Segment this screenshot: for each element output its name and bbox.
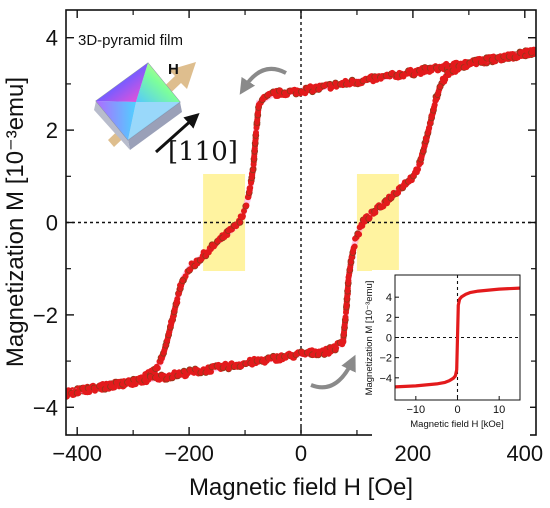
- data-point: [333, 345, 340, 352]
- data-point: [419, 147, 427, 155]
- sweep-arrow-bottom: [310, 354, 356, 390]
- data-point: [436, 83, 444, 90]
- data-point: [239, 213, 246, 220]
- inset-y-ticks: −4 −2 0 2 4: [379, 292, 399, 385]
- field-label: H: [168, 61, 179, 78]
- x-tick-label: 0: [295, 441, 307, 466]
- inset-x-tick-label: −10: [406, 404, 425, 416]
- inset-y-tick-label: 4: [386, 292, 392, 304]
- inset-x-tick-label: 0: [454, 404, 460, 416]
- data-point: [241, 208, 247, 214]
- data-point: [247, 184, 254, 191]
- data-point: [356, 231, 363, 238]
- data-point: [249, 166, 257, 174]
- sweep-arrow-top: [239, 67, 287, 95]
- data-point: [255, 101, 262, 108]
- data-point: [253, 129, 259, 136]
- y-axis-ticks: −4 −2 0 2 4: [33, 26, 536, 420]
- data-point: [426, 125, 433, 132]
- pyramid-icon: [94, 62, 182, 150]
- data-point: [345, 277, 352, 284]
- x-tick-label: −400: [52, 441, 102, 466]
- data-point: [168, 319, 175, 326]
- y-tick-label: 4: [46, 26, 58, 51]
- data-point: [208, 368, 214, 375]
- inset-plot: −10 0 10 −4 −2 0 2 4 Magnetic field H [kOe] Ma…: [364, 270, 530, 436]
- zero-lines: [66, 10, 536, 435]
- data-point: [154, 365, 161, 372]
- inset-y-axis-label: Magnetization M [10⁻³emu]: [364, 281, 375, 396]
- inset-y-tick-label: 2: [386, 312, 392, 324]
- y-tick-label: −4: [33, 395, 58, 420]
- x-tick-label: 400: [506, 441, 543, 466]
- x-tick-label: −200: [164, 441, 214, 466]
- y-tick-label: −2: [33, 303, 58, 328]
- direction-label: [110]: [168, 137, 238, 167]
- inset-background: [372, 270, 530, 436]
- x-axis-label: Magnetic field H [Oe]: [189, 474, 413, 501]
- data-point: [372, 209, 379, 216]
- direction-arrow-icon: [154, 112, 200, 154]
- data-point: [342, 314, 349, 321]
- inset-x-tick-label: 10: [493, 404, 505, 416]
- inset-series-line-0: [395, 286, 520, 389]
- data-point: [366, 215, 373, 221]
- x-axis-ticks: −400 −200 0 200 400: [52, 10, 543, 466]
- data-point: [431, 102, 438, 108]
- data-point: [162, 341, 170, 349]
- y-axis-label: Magnetization M [10⁻³emu]: [2, 77, 29, 367]
- x-tick-label: 200: [395, 441, 432, 466]
- inset-x-axis-label: Magnetic field H [kOe]: [410, 419, 503, 430]
- inset-y-tick-label: −2: [379, 353, 392, 365]
- data-point: [347, 258, 355, 266]
- inset-y-tick-label: −4: [379, 373, 392, 385]
- inset-x-ticks: −10 0 10: [406, 396, 505, 416]
- data-point: [243, 202, 250, 209]
- data-point: [179, 277, 187, 285]
- data-point: [174, 296, 181, 302]
- data-point: [236, 218, 244, 226]
- data-point: [350, 244, 357, 251]
- sample-label: 3D-pyramid film: [78, 32, 183, 49]
- data-point: [415, 166, 421, 173]
- data-point: [395, 189, 402, 196]
- sample-schematic: 3D-pyramid film H [110]: [78, 32, 238, 167]
- inset-curve: [395, 286, 520, 389]
- inset-y-tick-label: 0: [386, 333, 392, 345]
- y-tick-label: 0: [46, 211, 58, 236]
- data-points: [66, 46, 536, 400]
- y-tick-label: 2: [46, 118, 58, 143]
